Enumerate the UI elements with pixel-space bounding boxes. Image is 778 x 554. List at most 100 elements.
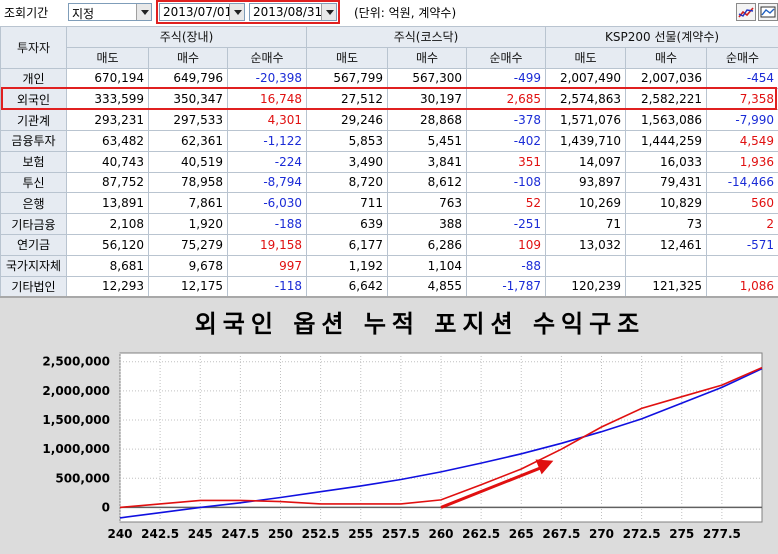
chevron-down-icon[interactable]: [136, 4, 151, 20]
table-row[interactable]: 기관계 293,231 297,533 4,301 29,246 28,868 -378 1,…: [0, 109, 778, 131]
table-cell: 1,439,710: [545, 129, 627, 152]
x-tick-label: 272.5: [623, 527, 661, 541]
date-range-highlight: [156, 0, 340, 24]
table-cell: [545, 254, 627, 277]
table-cell: 4,855: [387, 275, 467, 298]
chevron-down-icon[interactable]: [229, 4, 244, 20]
table-cell: [706, 254, 778, 277]
table-cell: -1,787: [465, 275, 547, 298]
column-header[interactable]: 매수: [148, 46, 228, 69]
table-cell: 351: [465, 150, 547, 173]
period-mode-value: 지정: [72, 7, 95, 21]
column-header[interactable]: 매수: [387, 46, 467, 69]
table-row[interactable]: 개인 670,194 649,796 -20,398 567,799 567,300 -49…: [0, 67, 778, 90]
row-header: 기관계: [0, 109, 67, 131]
table-cell: 6,177: [306, 233, 388, 256]
x-tick-label: 257.5: [382, 527, 420, 541]
row-header: 개인: [0, 67, 67, 90]
column-header[interactable]: 매도: [545, 46, 627, 69]
table-cell: 62,361: [148, 129, 228, 152]
table-cell: 14,097: [545, 150, 627, 173]
table-cell: 120,239: [545, 275, 627, 298]
table-cell: 2,685: [465, 88, 547, 111]
row-header: 국가지자체: [0, 254, 67, 277]
table-cell: 121,325: [625, 275, 708, 298]
group-header-futures: KSP200 선물(계약수): [545, 26, 778, 48]
table-row[interactable]: 연기금 56,120 75,279 19,158 6,177 6,286 109 13,032…: [0, 233, 778, 256]
column-header[interactable]: 매도: [306, 46, 388, 69]
table-row[interactable]: 국가지자체 8,681 9,678 997 1,192 1,104 -88: [0, 254, 778, 277]
table-cell: 649,796: [148, 67, 228, 90]
table-row[interactable]: 금융투자 63,482 62,361 -1,122 5,853 5,451 -402 1,43…: [0, 129, 778, 152]
column-header[interactable]: 매수: [625, 46, 708, 69]
table-cell: 109: [465, 233, 547, 256]
table-cell: 1,104: [387, 254, 467, 277]
row-header: 투신: [0, 171, 67, 194]
table-cell: 297,533: [148, 109, 228, 131]
x-tick-label: 275: [669, 527, 694, 541]
x-tick-label: 277.5: [703, 527, 741, 541]
table-cell: -499: [465, 67, 547, 90]
table-cell: 9,678: [148, 254, 228, 277]
table-row[interactable]: 기타금융 2,108 1,920 -188 639 388 -251 71 73 2: [0, 213, 778, 235]
unit-label: (단위: 억원, 계약수): [354, 6, 457, 20]
table-cell: -571: [706, 233, 778, 256]
table-cell: 2,007,490: [545, 67, 627, 90]
end-date-picker[interactable]: 2013/08/31: [249, 3, 337, 21]
table-cell: -402: [465, 129, 547, 152]
trend-arrow-shaft: [440, 465, 544, 509]
table-cell: 73: [625, 213, 708, 235]
table-cell: -14,466: [706, 171, 778, 194]
line-chart-icon[interactable]: [736, 3, 756, 21]
investor-column-header[interactable]: 투자자: [0, 26, 67, 69]
table-row[interactable]: 외국인 333,599 350,347 16,748 27,512 30,197 2,685…: [0, 88, 778, 111]
table-cell: 7,358: [706, 88, 778, 111]
table-cell: 3,841: [387, 150, 467, 173]
table-cell: 29,246: [306, 109, 388, 131]
x-tick-label: 240: [107, 527, 132, 541]
table-cell: -118: [227, 275, 307, 298]
x-tick-label: 260: [428, 527, 453, 541]
period-label: 조회기간: [4, 6, 49, 20]
table-cell: 8,720: [306, 171, 388, 194]
x-tick-label: 252.5: [302, 527, 340, 541]
y-tick-label: 1,500,000: [42, 413, 110, 427]
table-row[interactable]: 은행 13,891 7,861 -6,030 711 763 52 10,269 10,829 5…: [0, 192, 778, 215]
table-cell: 2,007,036: [625, 67, 708, 90]
table-cell: 10,269: [545, 192, 627, 215]
table-row[interactable]: 보험 40,743 40,519 -224 3,490 3,841 351 14,097 16,…: [0, 150, 778, 173]
table-cell: 87,752: [66, 171, 149, 194]
chart-title: 외국인 옵션 누적 포지션 수익구조: [195, 309, 646, 338]
group-header-kospi: 주식(장내): [66, 26, 307, 48]
table-row[interactable]: 기타법인 12,293 12,175 -118 6,642 4,855 -1,787 120,…: [0, 275, 778, 298]
column-header[interactable]: 순매수: [227, 46, 307, 69]
table-cell: 2,574,863: [545, 88, 627, 111]
start-date-picker[interactable]: 2013/07/01: [159, 3, 245, 21]
series-line-blue: [119, 367, 763, 519]
table-cell: 4,549: [706, 129, 778, 152]
table-cell: 997: [227, 254, 307, 277]
table-cell: 1,920: [148, 213, 228, 235]
table-cell: -6,030: [227, 192, 307, 215]
table-cell: -188: [227, 213, 307, 235]
chart-settings-icon[interactable]: [758, 3, 778, 21]
period-mode-select[interactable]: 지정: [68, 3, 152, 21]
table-cell: 56,120: [66, 233, 149, 256]
table-cell: 350,347: [148, 88, 228, 111]
column-header[interactable]: 순매수: [706, 46, 778, 69]
x-tick-label: 250: [268, 527, 293, 541]
column-header[interactable]: 매도: [66, 46, 149, 69]
table-cell: 1,563,086: [625, 109, 708, 131]
table-cell: 388: [387, 213, 467, 235]
table-cell: 30,197: [387, 88, 467, 111]
table-cell: 293,231: [66, 109, 149, 131]
column-header[interactable]: 순매수: [465, 46, 547, 69]
table-cell: 19,158: [227, 233, 307, 256]
table-row[interactable]: 투신 87,752 78,958 -8,794 8,720 8,612 -108 93,897…: [0, 171, 778, 194]
x-tick-label: 267.5: [542, 527, 580, 541]
trend-arrow-head: [535, 459, 554, 475]
x-tick-label: 255: [348, 527, 373, 541]
chevron-down-icon[interactable]: [321, 4, 336, 20]
table-cell: 763: [387, 192, 467, 215]
table-cell: 1,936: [706, 150, 778, 173]
